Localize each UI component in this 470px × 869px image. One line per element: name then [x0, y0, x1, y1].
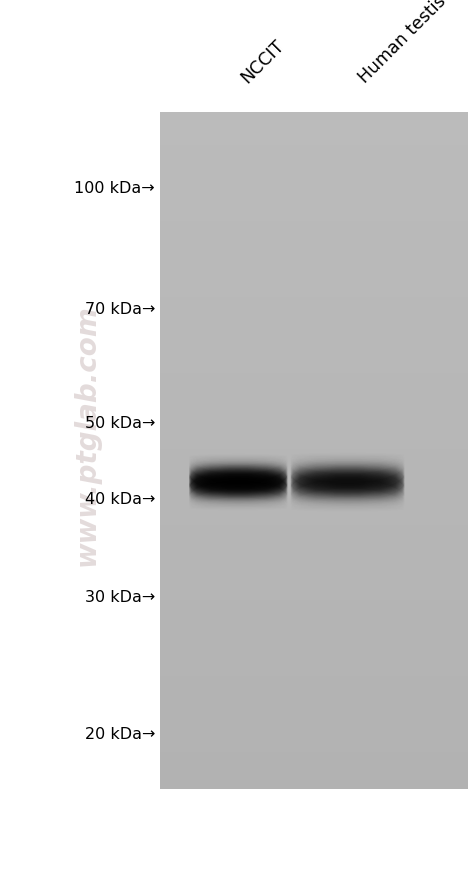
Ellipse shape — [290, 500, 405, 504]
Ellipse shape — [290, 479, 405, 484]
Ellipse shape — [189, 500, 288, 504]
Ellipse shape — [189, 491, 288, 496]
Ellipse shape — [290, 483, 405, 488]
Ellipse shape — [189, 493, 288, 497]
Ellipse shape — [189, 481, 288, 485]
Ellipse shape — [189, 461, 288, 466]
Ellipse shape — [189, 475, 288, 481]
Ellipse shape — [290, 494, 405, 500]
Text: 70 kDa→: 70 kDa→ — [85, 302, 155, 317]
Ellipse shape — [290, 472, 405, 477]
Ellipse shape — [189, 488, 288, 493]
Ellipse shape — [290, 461, 405, 466]
Ellipse shape — [290, 464, 405, 469]
Ellipse shape — [189, 468, 288, 473]
Ellipse shape — [189, 496, 288, 501]
Ellipse shape — [290, 488, 405, 493]
Ellipse shape — [290, 482, 405, 488]
Ellipse shape — [189, 485, 288, 489]
Ellipse shape — [189, 479, 288, 484]
Ellipse shape — [290, 497, 405, 502]
Ellipse shape — [290, 474, 405, 478]
Ellipse shape — [189, 472, 288, 477]
Ellipse shape — [189, 463, 288, 468]
Text: 20 kDa→: 20 kDa→ — [85, 726, 155, 741]
Text: 100 kDa→: 100 kDa→ — [74, 181, 155, 196]
Text: Human testis: Human testis — [355, 0, 449, 87]
Ellipse shape — [189, 498, 288, 503]
Ellipse shape — [189, 466, 288, 470]
Text: 40 kDa→: 40 kDa→ — [85, 492, 155, 507]
Text: NCCIT: NCCIT — [237, 36, 288, 87]
Ellipse shape — [189, 497, 288, 502]
Text: 30 kDa→: 30 kDa→ — [85, 589, 155, 604]
Ellipse shape — [290, 469, 405, 474]
Ellipse shape — [189, 478, 288, 483]
Ellipse shape — [290, 475, 405, 481]
Ellipse shape — [290, 486, 405, 491]
Ellipse shape — [189, 462, 288, 467]
Ellipse shape — [189, 467, 288, 472]
Ellipse shape — [189, 470, 288, 474]
Ellipse shape — [189, 490, 288, 495]
Ellipse shape — [189, 486, 288, 491]
Ellipse shape — [189, 482, 288, 488]
Ellipse shape — [189, 489, 288, 494]
Text: www.ptglab.com: www.ptglab.com — [73, 304, 101, 565]
Ellipse shape — [290, 470, 405, 474]
Ellipse shape — [290, 478, 405, 483]
Ellipse shape — [290, 468, 405, 473]
Ellipse shape — [290, 494, 405, 499]
Ellipse shape — [290, 487, 405, 492]
Ellipse shape — [290, 491, 405, 496]
Ellipse shape — [290, 471, 405, 476]
Ellipse shape — [290, 477, 405, 481]
Ellipse shape — [290, 498, 405, 503]
Ellipse shape — [290, 466, 405, 470]
Ellipse shape — [189, 471, 288, 476]
Ellipse shape — [189, 481, 288, 486]
Ellipse shape — [189, 474, 288, 480]
Ellipse shape — [189, 487, 288, 492]
Ellipse shape — [189, 474, 288, 478]
Ellipse shape — [189, 464, 288, 469]
Ellipse shape — [189, 494, 288, 500]
Ellipse shape — [290, 481, 405, 486]
Ellipse shape — [290, 462, 405, 467]
Ellipse shape — [189, 494, 288, 499]
Ellipse shape — [189, 477, 288, 481]
Ellipse shape — [189, 469, 288, 474]
Ellipse shape — [290, 496, 405, 501]
Ellipse shape — [290, 481, 405, 485]
Ellipse shape — [290, 467, 405, 472]
Ellipse shape — [290, 490, 405, 495]
Ellipse shape — [290, 489, 405, 494]
Ellipse shape — [290, 485, 405, 489]
Ellipse shape — [290, 493, 405, 497]
Ellipse shape — [290, 463, 405, 468]
Ellipse shape — [189, 483, 288, 488]
Ellipse shape — [290, 474, 405, 480]
Text: 50 kDa→: 50 kDa→ — [85, 416, 155, 431]
